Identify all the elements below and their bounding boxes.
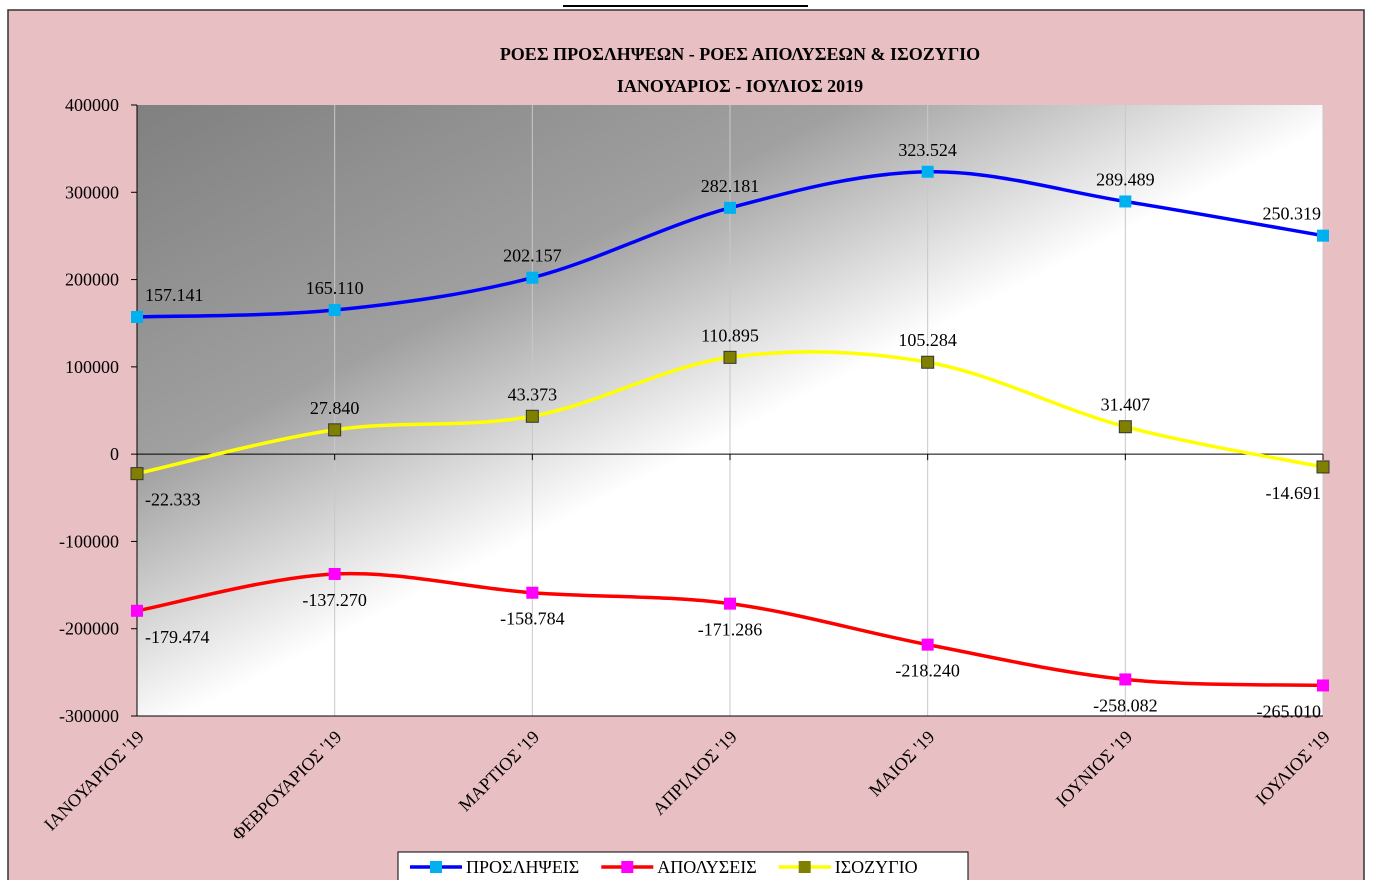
y-tick-label: 400000 (65, 95, 119, 115)
marker (723, 350, 737, 364)
legend: ΠΡΟΣΛΗΨΕΙΣ ΑΠΟΛΥΣΕΙΣ ΙΣΟΖΥΓΙΟ (397, 851, 969, 883)
data-label: 289.489 (1096, 169, 1155, 189)
legend-marker (621, 861, 634, 873)
marker (328, 304, 341, 317)
chart-title: ΡΟΕΣ ΠΡΟΣΛΗΨΕΩΝ - ΡΟΕΣ ΑΠΟΛΥΣΕΩΝ & ΙΣΟΖΥ… (500, 44, 980, 64)
marker (131, 310, 143, 323)
data-label: -265.010 (1257, 701, 1322, 721)
data-label: 43.373 (508, 384, 558, 404)
marker (921, 165, 934, 178)
y-tick-label: 200000 (65, 270, 119, 290)
data-label: 31.407 (1101, 395, 1151, 415)
data-label: -171.286 (698, 620, 763, 640)
data-label: -158.784 (500, 609, 565, 629)
data-label: -218.240 (895, 661, 960, 681)
data-label: 110.895 (701, 325, 759, 345)
y-tick-label: 300000 (65, 182, 119, 202)
data-label: 27.840 (310, 398, 360, 418)
marker (724, 201, 736, 214)
marker (130, 467, 144, 481)
data-label: 165.110 (306, 278, 364, 298)
marker (1118, 420, 1132, 434)
marker (1119, 673, 1132, 686)
marker (526, 271, 539, 284)
data-label: -22.333 (145, 490, 201, 510)
data-label: 157.141 (145, 285, 204, 305)
y-tick-label: -100000 (59, 531, 119, 551)
marker (1317, 679, 1329, 692)
y-tick-label: 0 (110, 444, 119, 464)
marker (921, 638, 934, 651)
legend-marker (430, 861, 442, 873)
data-label: 282.181 (701, 176, 760, 196)
marker (1316, 460, 1330, 474)
chart-subtitle: ΙΑΝΟΥΑΡΙΟΣ - ΙΟΥΛΙΟΣ 2019 (617, 76, 863, 96)
data-label: -14.691 (1266, 483, 1322, 503)
legend-marker (798, 861, 811, 873)
marker (1317, 229, 1329, 242)
marker (328, 567, 341, 580)
marker (921, 355, 935, 369)
marker (1119, 195, 1132, 208)
marker (526, 586, 539, 599)
legend-label: ΙΣΟΖΥΓΙΟ (835, 857, 918, 877)
y-tick-label: -300000 (59, 706, 119, 726)
legend-label: ΑΠΟΛΥΣΕΙΣ (657, 857, 756, 877)
data-label: 323.524 (898, 140, 957, 160)
marker (131, 604, 143, 617)
data-label: 202.157 (503, 246, 562, 266)
data-label: 250.319 (1263, 204, 1322, 224)
y-tick-label: 100000 (65, 357, 119, 377)
data-label: -258.082 (1093, 695, 1158, 715)
data-label: -137.270 (302, 590, 367, 610)
marker (328, 423, 342, 437)
marker (525, 409, 539, 423)
legend-label: ΠΡΟΣΛΗΨΕΙΣ (466, 857, 579, 877)
y-tick-label: -200000 (59, 619, 119, 639)
data-label: -179.474 (145, 627, 210, 647)
data-label: 105.284 (898, 330, 957, 350)
marker (724, 597, 736, 610)
